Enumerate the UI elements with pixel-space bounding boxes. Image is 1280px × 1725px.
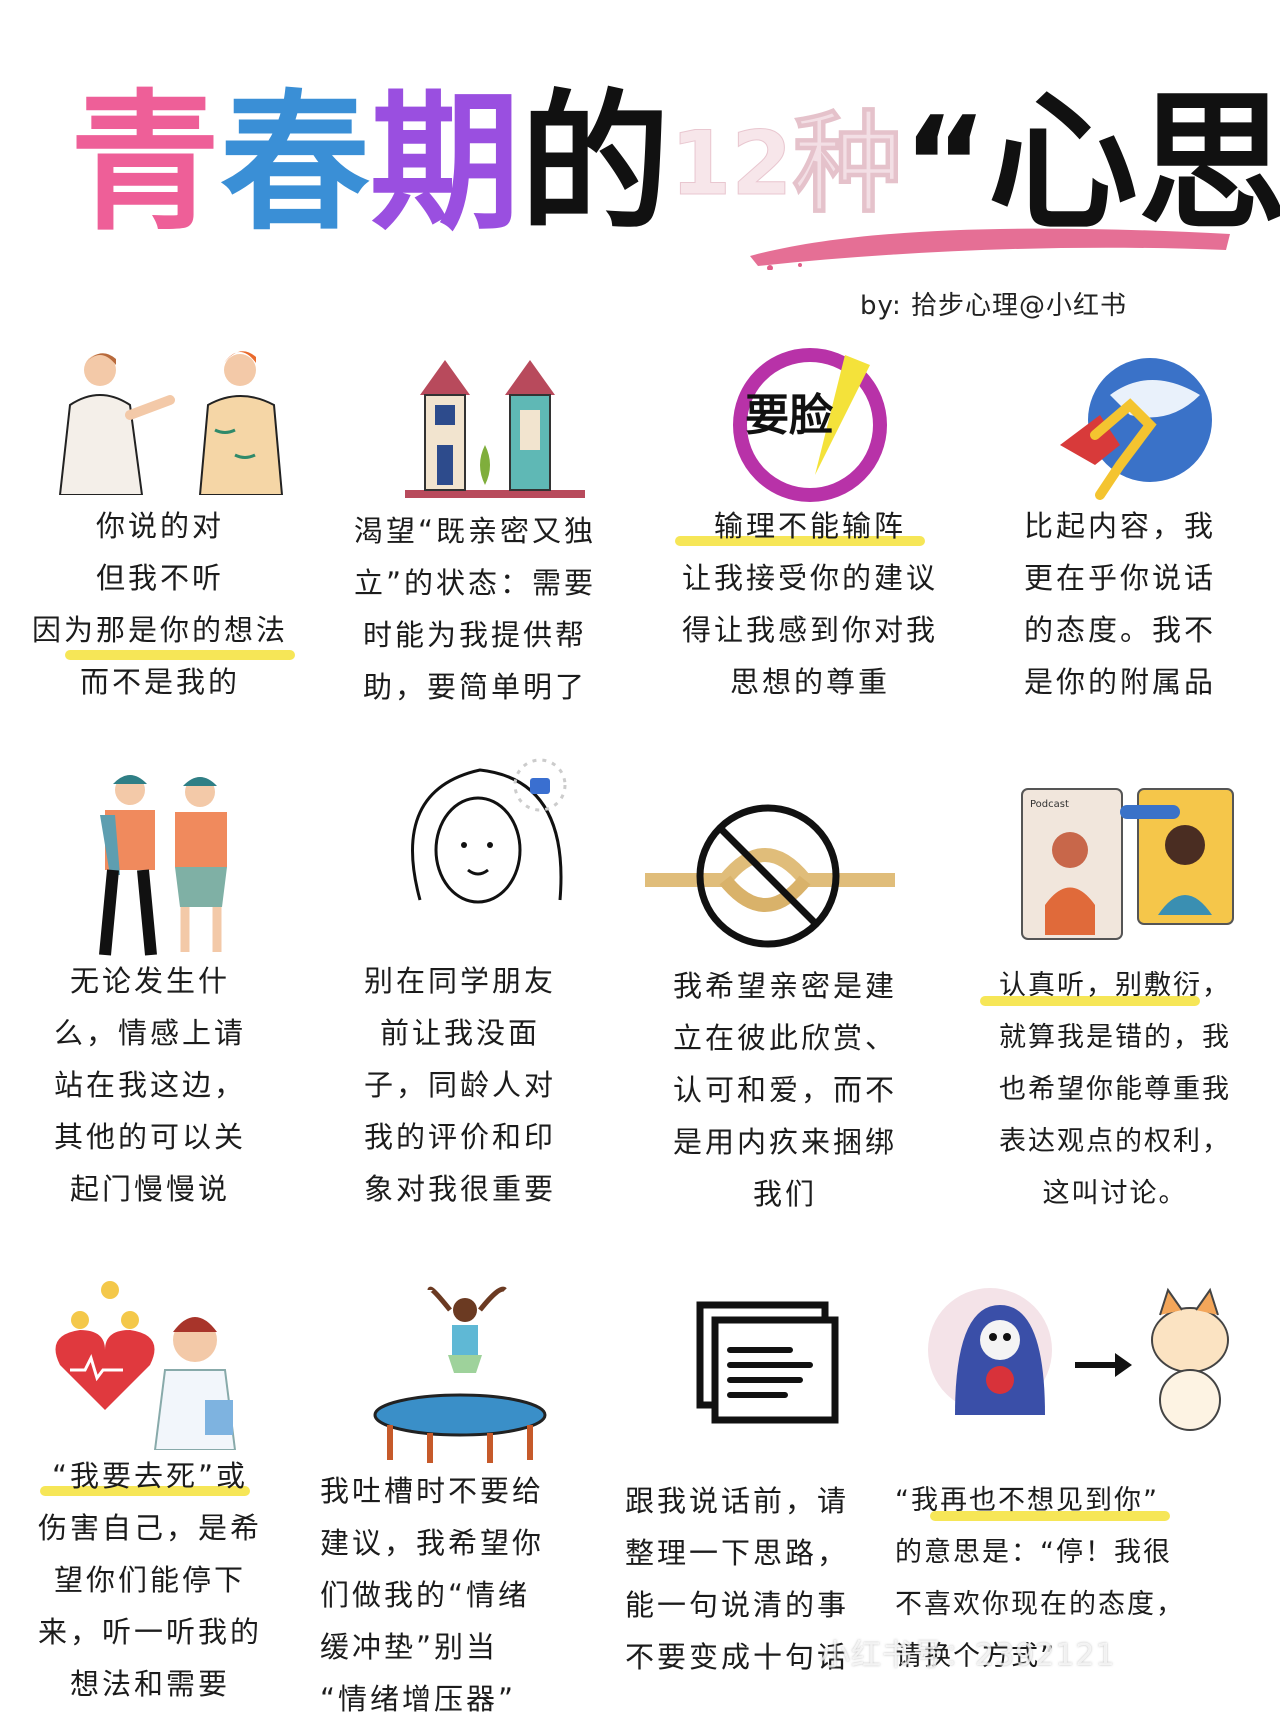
watermark: 小红书号：2392121 [820, 1638, 1116, 1673]
card-11-line-3: 能一句说清的事 [625, 1588, 850, 1622]
card-1-line-4: 而不是我的 [79, 665, 240, 699]
card-1-text: 你说的对 但我不听 因为那是你的想法 而不是我的 [10, 500, 310, 708]
card-4-line-1: 比起内容，我 [1023, 509, 1216, 543]
card-12-line-2: 的意思是：“停！我很 [895, 1537, 1172, 1568]
card-8-line-2: 就算我是错的，我 [999, 1022, 1231, 1053]
title-char-1: 青 [70, 76, 221, 251]
card-9-line-5: 想法和需要 [69, 1667, 230, 1701]
lose-face-badge: 要脸 [745, 390, 834, 441]
girl-thumbs-up-illustration [411, 758, 567, 904]
card-5-text: 无论发生什 么，情感上请 站在我这边， 其他的可以关 起门慢慢说 [0, 955, 300, 1215]
card-2-line-3: 时能为我提供帮 [362, 618, 587, 652]
card-2-line-4: 助，要简单明了 [362, 670, 587, 704]
card-3-line-3: 得让我感到你对我 [681, 613, 938, 647]
card-8-text: 认真听，别敷衍， 就算我是错的，我 也希望你能尊重我 表达观点的权利， 这叫讨论… [960, 960, 1270, 1220]
card-4-line-2: 更在乎你说话 [1023, 561, 1216, 595]
document-list-icon [696, 1301, 839, 1424]
title-char-3: 期 [370, 76, 521, 251]
card-9-line-2: 伤害自己，是希 [37, 1511, 262, 1545]
card-6-line-4: 我的评价和印 [363, 1120, 556, 1154]
card-3-line-4: 思想的尊重 [729, 665, 890, 699]
card-2-line-1: 渴望“既亲密又独 [353, 514, 597, 548]
card-8-line-4: 表达观点的权利， [999, 1126, 1231, 1157]
card-9-text: “我要去死”或 伤害自己，是希 望你们能停下 来，听一听我的 想法和需要 [0, 1450, 300, 1710]
card-7-text: 我希望亲密是建 立在彼此欣赏、 认可和爱，而不 是用内疚来捆绑 我们 [630, 960, 940, 1220]
card-7-line-5: 我们 [752, 1177, 817, 1211]
card-11-text: 跟我说话前，请 整理一下思路， 能一句说清的事 不要变成十句话 [625, 1475, 895, 1683]
card-5-line-1: 无论发生什 [69, 964, 230, 998]
card-10-line-5: “情绪增压器” [320, 1682, 517, 1716]
byline: by: 拾步心理@小红书 [860, 291, 1128, 321]
card-2-text: 渴望“既亲密又独 立”的状态：需要 时能为我提供帮 助，要简单明了 [315, 505, 635, 713]
two-friends-illustration [99, 775, 227, 956]
lose-face-illustration: 要脸 [733, 348, 887, 502]
card-8-line-5: 这叫讨论。 [1042, 1178, 1188, 1209]
card-5-line-3: 站在我这边， [53, 1068, 246, 1102]
card-1-line-2: 但我不听 [95, 561, 224, 595]
card-11-line-2: 整理一下思路， [625, 1536, 850, 1570]
card-12-text: “我再也不想见到你” 的意思是：“停！我很 不喜欢你现在的态度， 请换个方式” [895, 1475, 1265, 1683]
card-1-line-3: 因为那是你的想法 [31, 613, 288, 647]
card-5-line-5: 起门慢慢说 [69, 1172, 230, 1206]
title-xinsi: 心思 [987, 76, 1280, 251]
two-people-arguing-illustration [58, 351, 284, 495]
title-zhong: 种 [792, 99, 903, 228]
card-4-text: 比起内容，我 更在乎你说话 的态度。我不 是你的附属品 [975, 500, 1265, 708]
card-3-line-1: 输理不能输阵 [713, 509, 906, 543]
card-10-text: 我吐槽时不要给 建议，我希望你 们做我的“情绪 缓冲垫”别当 “情绪增压器” [310, 1465, 620, 1725]
card-8-line-3: 也希望你能尊重我 [999, 1074, 1231, 1105]
card-5-line-4: 其他的可以关 [53, 1120, 246, 1154]
video-call-illustration: Podcast [1021, 788, 1234, 940]
card-5-line-2: 么，情感上请 [53, 1016, 246, 1050]
card-4-line-3: 的态度。我不 [1023, 613, 1216, 647]
card-10-line-1: 我吐槽时不要给 [320, 1474, 545, 1508]
card-7-line-2: 立在彼此欣赏、 [672, 1021, 897, 1055]
card-1-line-1: 你说的对 [95, 509, 224, 543]
card-3-text: 输理不能输阵 让我接受你的建议 得让我感到你对我 思想的尊重 [655, 500, 965, 708]
two-houses-illustration [405, 360, 585, 498]
card-9-line-1: “我要去死”或 [51, 1459, 249, 1493]
card-7-line-4: 是用内疚来捆绑 [672, 1125, 897, 1159]
card-10-line-2: 建议，我希望你 [320, 1526, 545, 1560]
card-8-line-1: 认真听，别敷衍， [999, 970, 1231, 1001]
title-char-2: 春 [220, 76, 371, 251]
card-12-line-4: 请换个方式” [895, 1641, 1056, 1672]
card-9-line-4: 来，听一听我的 [37, 1615, 262, 1649]
title-number: 12 [670, 111, 793, 215]
card-6-text: 别在同学朋友 前让我没面 子，同龄人对 我的评价和印 象对我很重要 [310, 955, 610, 1215]
card-4-line-4: 是你的附属品 [1023, 665, 1216, 699]
card-11-line-4: 不要变成十句话 [625, 1640, 850, 1674]
card-6-line-5: 象对我很重要 [363, 1172, 556, 1206]
card-6-line-2: 前让我没面 [379, 1016, 540, 1050]
card-10-line-4: 缓冲垫”别当 [320, 1630, 499, 1664]
card-3-line-2: 让我接受你的建议 [681, 561, 938, 595]
card-6-line-1: 别在同学朋友 [363, 964, 556, 998]
page-title: 青春期的12种“心思” [70, 76, 1280, 251]
card-10-line-3: 们做我的“情绪 [320, 1578, 531, 1612]
puzzle-globe-illustration [1060, 358, 1212, 500]
card-7-line-1: 我希望亲密是建 [672, 969, 897, 1003]
card-2-line-2: 立”的状态：需要 [353, 566, 597, 600]
brush-stroke-decoration [750, 228, 1230, 270]
doctor-heart-illustration [55, 1281, 237, 1450]
title-open-quote: “ [902, 87, 988, 240]
podcast-label: Podcast [1030, 799, 1069, 810]
card-12-line-1: “我再也不想见到你” [895, 1485, 1159, 1516]
title-char-4: 的 [520, 76, 671, 251]
grim-reaper-to-cat-illustration [928, 1287, 1229, 1431]
knot-no-sign-illustration [645, 804, 895, 948]
card-11-line-1: 跟我说话前，请 [625, 1484, 850, 1518]
card-9-line-3: 望你们能停下 [53, 1563, 246, 1597]
trampoline-jump-illustration [373, 1286, 547, 1463]
card-12-line-3: 不喜欢你现在的态度， [895, 1589, 1185, 1620]
card-7-line-3: 认可和爱，而不 [672, 1073, 897, 1107]
card-6-line-3: 子，同龄人对 [363, 1068, 556, 1102]
